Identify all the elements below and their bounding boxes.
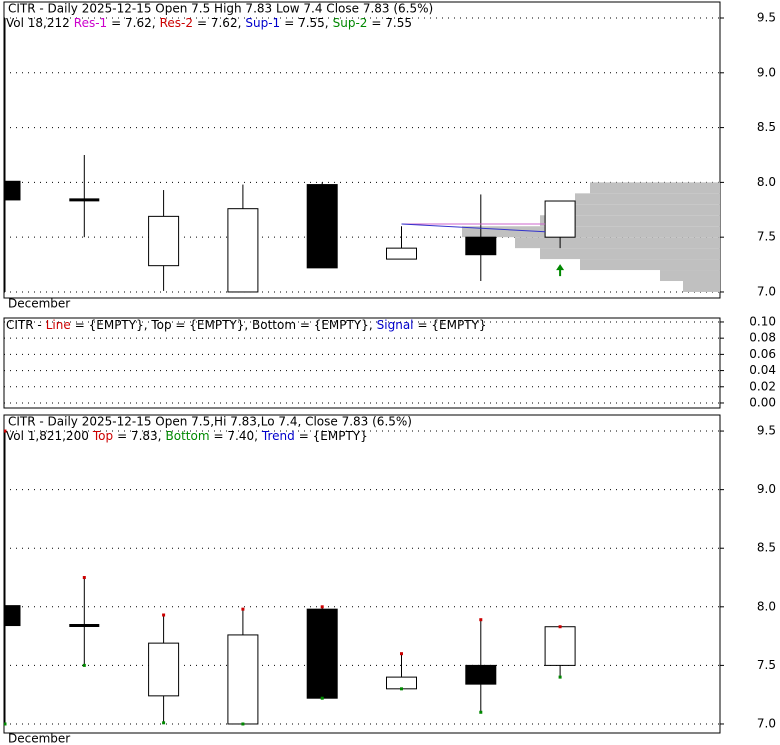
legend-item: Trend bbox=[261, 429, 295, 443]
legend-item: = 7.55 bbox=[371, 16, 412, 30]
candle-body bbox=[465, 664, 497, 685]
high-dot bbox=[320, 605, 324, 609]
legend-item: = {EMPTY} bbox=[418, 318, 487, 332]
y-tick-label: 0.02 bbox=[749, 379, 776, 393]
candle-body bbox=[4, 180, 21, 201]
high-dot bbox=[400, 652, 403, 656]
panel-title: CITR - Daily 2025-12-15 Open 7.5,Hi 7.83… bbox=[8, 415, 412, 429]
legend-item: = 7.83, bbox=[117, 429, 161, 443]
high-dot bbox=[4, 429, 7, 433]
profile-bar bbox=[660, 270, 720, 282]
profile-bar bbox=[515, 237, 720, 249]
legend: CITR - Line = {EMPTY}, Top = {EMPTY}, Bott… bbox=[6, 318, 487, 332]
signal-arrow bbox=[556, 264, 565, 277]
x-axis-label: December bbox=[8, 297, 70, 311]
candle-body bbox=[386, 247, 417, 260]
y-tick-label: 9.5 bbox=[757, 424, 776, 438]
plot-area bbox=[4, 18, 720, 293]
legend-item: Bottom bbox=[166, 429, 210, 443]
low-dot bbox=[241, 722, 245, 726]
y-tick-label: 8.0 bbox=[757, 599, 776, 613]
high-dot bbox=[162, 613, 166, 617]
legend-item: CITR - bbox=[6, 318, 42, 332]
candle-body bbox=[227, 634, 259, 725]
low-dot bbox=[82, 663, 86, 667]
y-tick-label: 7.0 bbox=[757, 284, 776, 298]
y-tick-label: 0.04 bbox=[749, 363, 776, 377]
y-tick-label: 0.00 bbox=[749, 395, 776, 409]
profile-bar bbox=[462, 226, 720, 238]
profile-bar bbox=[590, 182, 720, 194]
y-tick-label: 7.5 bbox=[757, 658, 776, 672]
plot-area bbox=[4, 429, 576, 726]
candle-body bbox=[386, 676, 417, 690]
y-tick-label: 0.08 bbox=[749, 331, 776, 345]
high-dot bbox=[479, 618, 483, 622]
profile-bar bbox=[575, 193, 720, 205]
low-dot bbox=[558, 675, 562, 679]
legend-item: Line bbox=[46, 318, 71, 332]
y-tick-label: 0.10 bbox=[749, 314, 776, 328]
legend-item: Signal bbox=[377, 318, 414, 332]
legend-item: = 7.62, bbox=[197, 16, 241, 30]
y-tick-label: 9.5 bbox=[757, 11, 776, 25]
candle-body bbox=[148, 642, 180, 697]
legend: Vol 18,212 Res-1 = 7.62, Res-2 = 7.62, Sup-1 =… bbox=[6, 16, 412, 30]
profile-bar bbox=[540, 248, 720, 260]
y-tick-label: 8.5 bbox=[757, 120, 776, 134]
y-tick-label: 9.0 bbox=[757, 482, 776, 496]
profile-bar bbox=[560, 204, 720, 216]
candle-body bbox=[227, 208, 259, 293]
y-tick-label: 7.0 bbox=[757, 716, 776, 730]
level-line bbox=[401, 223, 546, 233]
legend-item: = {EMPTY}, Top = {EMPTY}, Bottom = {EMPT… bbox=[75, 318, 373, 332]
legend-item: Sup-2 bbox=[333, 16, 368, 30]
y-tick-label: 7.5 bbox=[757, 230, 776, 244]
candle-body bbox=[465, 236, 497, 256]
legend-item: Res-1 bbox=[74, 16, 107, 30]
panel-title: CITR - Daily 2025-12-15 Open 7.5 High 7.… bbox=[8, 2, 433, 16]
candle-body bbox=[306, 608, 338, 699]
y-tick-label: 8.5 bbox=[757, 541, 776, 555]
legend-item: = 7.62, bbox=[111, 16, 155, 30]
legend-item: Sup-1 bbox=[245, 16, 280, 30]
panel-frame bbox=[3, 1, 721, 299]
legend-item: Vol 18,212 bbox=[6, 16, 70, 30]
profile-bar bbox=[580, 259, 720, 271]
candle-body bbox=[148, 215, 180, 267]
legend-item: Vol 1,821,200 bbox=[6, 429, 89, 443]
panel-frame bbox=[3, 317, 721, 409]
candle-body bbox=[544, 626, 576, 666]
y-tick-label: 0.06 bbox=[749, 347, 776, 361]
profile-bar bbox=[540, 215, 720, 227]
y-tick-label: 9.0 bbox=[757, 65, 776, 79]
y-tick-label: 8.0 bbox=[757, 175, 776, 189]
legend: Vol 1,821,200 Top = 7.83, Bottom = 7.40, Tren… bbox=[6, 429, 368, 443]
panel-frame bbox=[3, 414, 721, 734]
profile-bar bbox=[683, 281, 720, 292]
candle-body bbox=[4, 605, 21, 627]
legend-item: = 7.55, bbox=[284, 16, 328, 30]
low-dot bbox=[320, 696, 324, 700]
high-dot bbox=[241, 607, 245, 611]
high-dot bbox=[82, 576, 86, 580]
candle-body bbox=[544, 200, 576, 238]
low-dot bbox=[479, 710, 483, 714]
legend-item: = 7.40, bbox=[214, 429, 258, 443]
low-dot bbox=[4, 722, 7, 726]
low-dot bbox=[162, 721, 166, 725]
legend-item: = {EMPTY} bbox=[299, 429, 368, 443]
low-dot bbox=[400, 687, 403, 691]
candle-body bbox=[306, 184, 338, 269]
high-dot bbox=[558, 625, 562, 629]
legend-item: Res-2 bbox=[160, 16, 193, 30]
legend-item: Top bbox=[92, 429, 113, 443]
x-axis-label: December bbox=[8, 732, 70, 745]
